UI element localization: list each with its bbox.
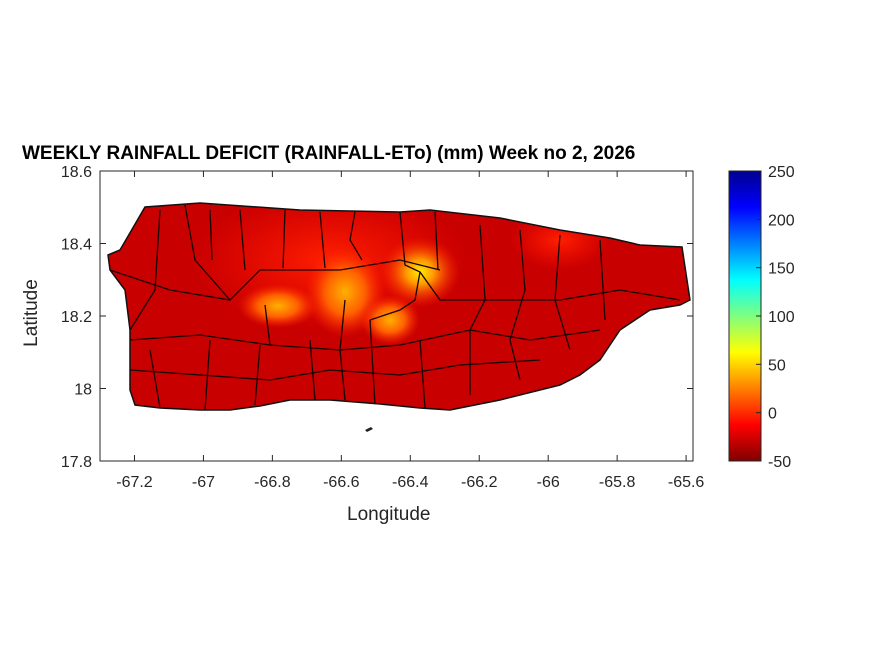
x-axis: -67.2 -67 -66.8 -66.6 -66.4 -66.2 -66 -65.8 -65.… bbox=[116, 171, 704, 491]
island-caja-de-muertos bbox=[365, 427, 373, 432]
colorbar-axis: -50 0 50 100 150 200 250 bbox=[756, 164, 795, 471]
colorbar-tick-label: 250 bbox=[768, 164, 795, 181]
x-tick-label: -65.6 bbox=[668, 474, 705, 491]
colorbar-tick-label: 0 bbox=[768, 406, 777, 423]
colorbar-tick-label: 150 bbox=[768, 261, 795, 278]
y-tick-label: 18.4 bbox=[61, 237, 92, 254]
x-tick-label: -67.2 bbox=[116, 474, 153, 491]
x-axis-label: Longitude bbox=[347, 504, 431, 525]
colorbar-tick-label: 100 bbox=[768, 309, 795, 326]
hotspot bbox=[238, 284, 318, 328]
chart-title: WEEKLY RAINFALL DEFICIT (RAINFALL-ETo) (… bbox=[22, 143, 636, 164]
x-tick-label: -66.6 bbox=[323, 474, 360, 491]
municipality-borders bbox=[109, 204, 681, 410]
x-tick-label: -67 bbox=[192, 474, 215, 491]
x-tick-label: -66.4 bbox=[392, 474, 429, 491]
x-tick-label: -66.2 bbox=[461, 474, 498, 491]
y-tick-label: 17.8 bbox=[61, 454, 92, 471]
y-tick-label: 18.2 bbox=[61, 309, 92, 326]
x-tick-label: -66 bbox=[537, 474, 560, 491]
colorbar-tick-label: 200 bbox=[768, 212, 795, 229]
y-tick-label: 18 bbox=[74, 382, 92, 399]
x-tick-label: -65.8 bbox=[599, 474, 636, 491]
y-axis: 17.8 18 18.2 18.4 18.6 bbox=[61, 164, 693, 471]
rainfall-deficit-surface bbox=[108, 203, 690, 410]
y-tick-label: 18.6 bbox=[61, 164, 92, 181]
colorbar-tick-label: 50 bbox=[768, 357, 786, 374]
colorbar-tick-label: -50 bbox=[768, 454, 791, 471]
colorbar bbox=[728, 170, 762, 462]
x-tick-label: -66.8 bbox=[254, 474, 291, 491]
